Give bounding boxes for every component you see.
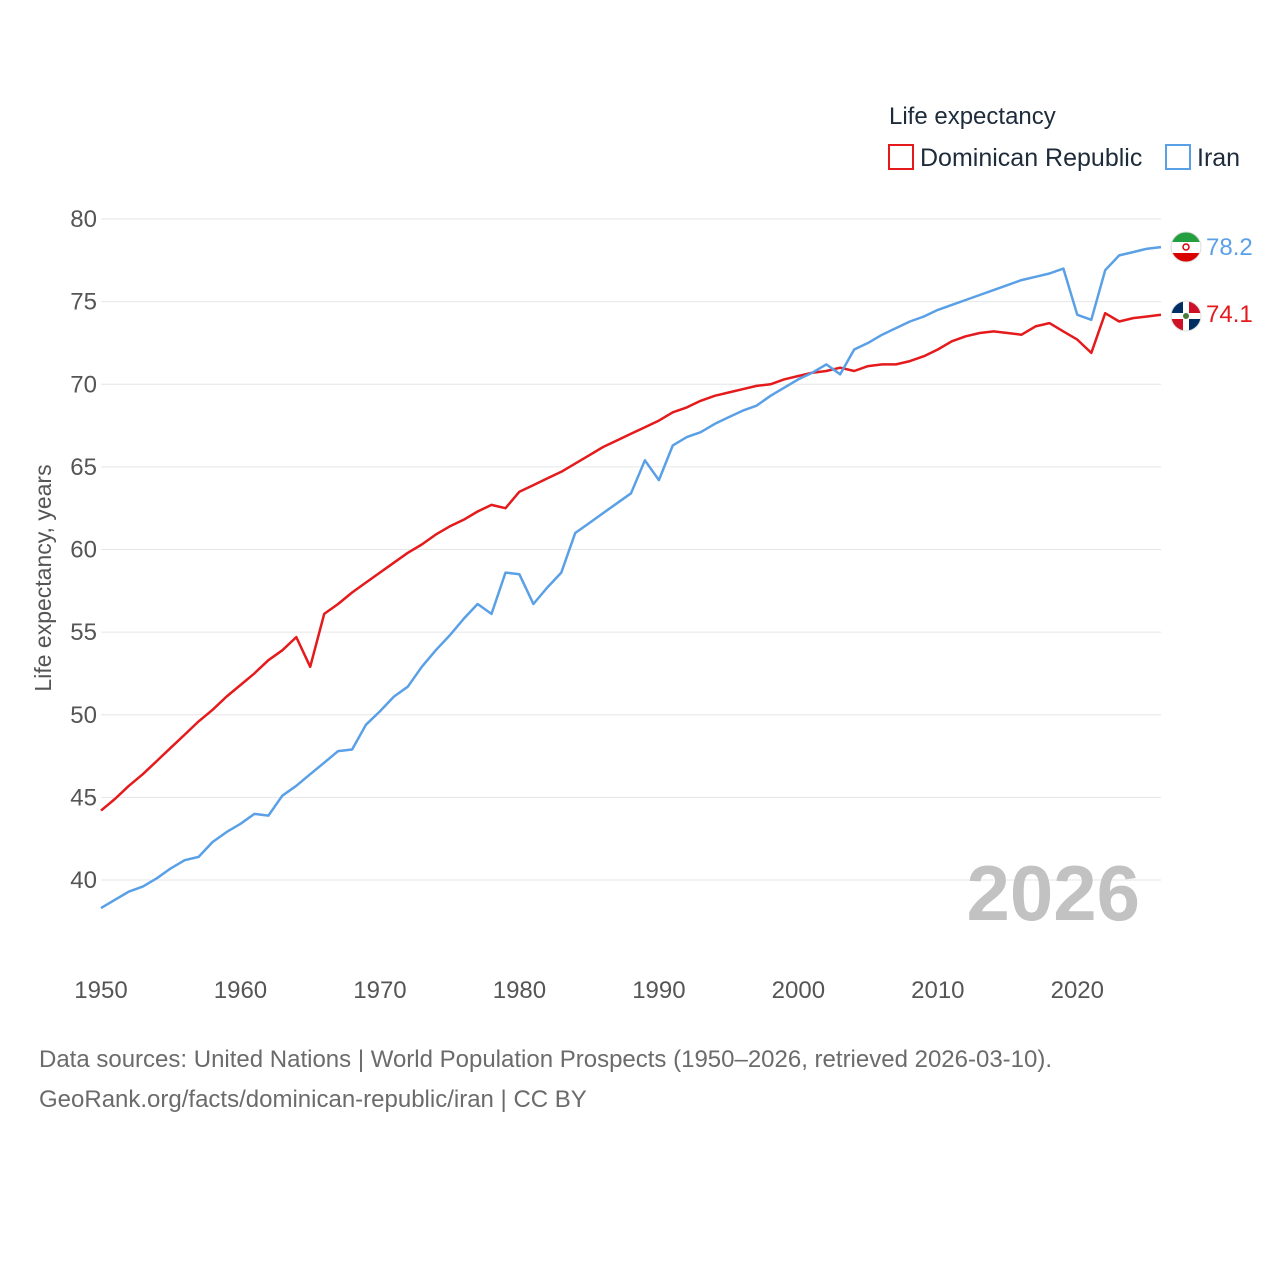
legend-title: Life expectancy <box>889 103 1056 130</box>
series-line-iran <box>100 245 1162 910</box>
legend-swatch-dominican-republic <box>888 144 914 170</box>
x-tick-2010: 2010 <box>911 977 964 1004</box>
dominican-republic-flag-icon <box>1170 300 1202 332</box>
x-tick-2000: 2000 <box>772 977 825 1004</box>
legend: Life expectancy Dominican Republic Iran <box>888 103 1240 172</box>
y-axis-label: Life expectancy, years <box>30 464 56 691</box>
series-line-dominican-republic <box>100 311 1162 812</box>
legend-label-dominican-republic: Dominican Republic <box>920 144 1142 172</box>
legend-item-dominican-republic[interactable]: Dominican Republic <box>888 144 1142 172</box>
x-tick-1990: 1990 <box>632 977 685 1004</box>
dominican-republic-end-value: 74.1 <box>1206 301 1253 328</box>
x-tick-2020: 2020 <box>1051 977 1104 1004</box>
x-tick-1980: 1980 <box>493 977 546 1004</box>
iran-end-value: 78.2 <box>1206 234 1253 261</box>
y-tick-60: 60 <box>70 537 97 564</box>
y-tick-40: 40 <box>70 867 97 894</box>
y-tick-45: 45 <box>70 784 97 811</box>
gridlines <box>101 218 1161 881</box>
x-axis-ticks: 1950 1960 1970 1980 1990 2000 2010 2020 <box>74 977 1104 1004</box>
y-tick-75: 75 <box>70 289 97 316</box>
current-year-watermark: 2026 <box>966 849 1140 937</box>
footer: Data sources: United Nations | World Pop… <box>39 1040 1239 1120</box>
y-tick-55: 55 <box>70 619 97 646</box>
y-tick-50: 50 <box>70 702 97 729</box>
y-tick-80: 80 <box>70 206 97 233</box>
x-tick-1950: 1950 <box>74 977 127 1004</box>
y-axis-ticks: 40 45 50 55 60 65 70 75 80 <box>70 206 97 894</box>
x-tick-1960: 1960 <box>214 977 267 1004</box>
series-lines <box>100 245 1162 910</box>
x-tick-1970: 1970 <box>353 977 406 1004</box>
attribution-link[interactable]: GeoRank.org/facts/dominican-republic/ira… <box>39 1086 587 1113</box>
y-tick-70: 70 <box>70 371 97 398</box>
legend-swatch-iran <box>1165 144 1191 170</box>
data-sources-text: Data sources: United Nations | World Pop… <box>39 1046 1053 1073</box>
y-tick-65: 65 <box>70 454 97 481</box>
iran-flag-icon <box>1170 231 1202 263</box>
legend-label-iran: Iran <box>1197 144 1240 172</box>
legend-item-iran[interactable]: Iran <box>1165 144 1240 172</box>
